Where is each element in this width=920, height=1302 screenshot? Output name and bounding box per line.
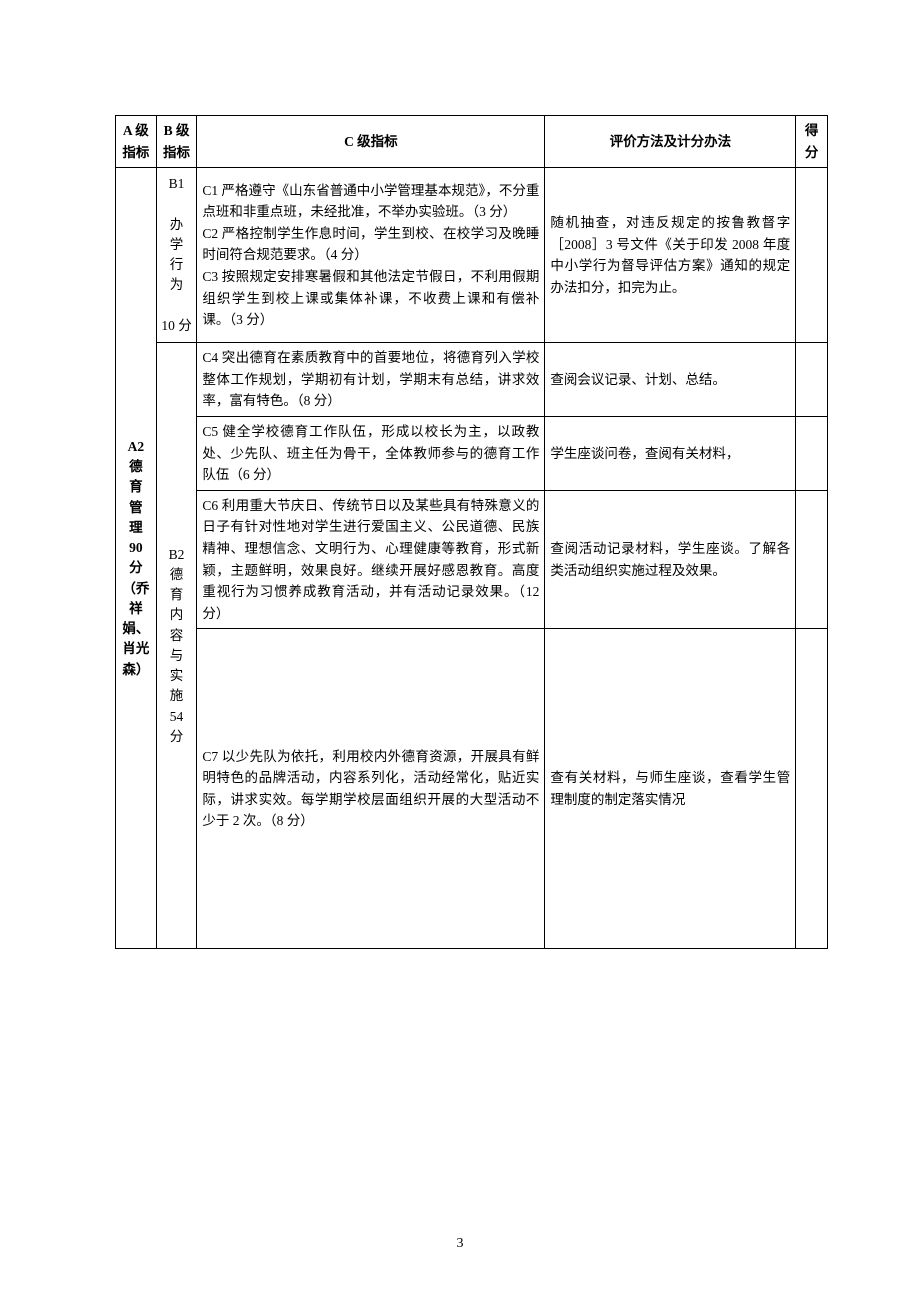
- header-e: 得分: [796, 116, 828, 168]
- d-cell: 学生座谈问卷，查阅有关材料，: [545, 416, 796, 490]
- c-cell: C1 严格遵守《山东省普通中小学管理基本规范》，不分重点班和非重点班，未经批准，…: [197, 168, 545, 343]
- table-header-row: A 级指标 B 级指标 C 级指标 评价方法及计分办法 得分: [116, 116, 828, 168]
- table-row: B2德育内容与实施54分 C4 突出德育在素质教育中的首要地位，将德育列入学校整…: [116, 343, 828, 417]
- score-cell: [796, 416, 828, 490]
- c-cell: C7 以少先队为依托，利用校内外德育资源，开展具有鲜明特色的品牌活动，内容系列化…: [197, 629, 545, 949]
- evaluation-table: A 级指标 B 级指标 C 级指标 评价方法及计分办法 得分 A2德育管理90分…: [115, 115, 828, 949]
- table-row: A2德育管理90分（乔祥娟、肖光森） B1 办学行为 10 分 C1 严格遵守《…: [116, 168, 828, 343]
- b1-cell: B1 办学行为 10 分: [156, 168, 197, 343]
- header-a: A 级指标: [116, 116, 157, 168]
- score-cell: [796, 629, 828, 949]
- header-c: C 级指标: [197, 116, 545, 168]
- c-cell: C6 利用重大节庆日、传统节日以及某些具有特殊意义的日子有针对性地对学生进行爱国…: [197, 490, 545, 629]
- page-number: 3: [0, 1236, 920, 1252]
- table-row: C7 以少先队为依托，利用校内外德育资源，开展具有鲜明特色的品牌活动，内容系列化…: [116, 629, 828, 949]
- header-d: 评价方法及计分办法: [545, 116, 796, 168]
- b2-cell: B2德育内容与实施54分: [156, 343, 197, 949]
- table-row: C5 健全学校德育工作队伍，形成以校长为主，以政教处、少先队、班主任为骨干，全体…: [116, 416, 828, 490]
- d-cell: 随机抽查，对违反规定的按鲁教督字［2008］3 号文件《关于印发 2008 年度…: [545, 168, 796, 343]
- d-cell: 查阅会议记录、计划、总结。: [545, 343, 796, 417]
- score-cell: [796, 168, 828, 343]
- c-cell: C5 健全学校德育工作队伍，形成以校长为主，以政教处、少先队、班主任为骨干，全体…: [197, 416, 545, 490]
- score-cell: [796, 343, 828, 417]
- a-level-cell: A2德育管理90分（乔祥娟、肖光森）: [116, 168, 157, 949]
- c-cell: C4 突出德育在素质教育中的首要地位，将德育列入学校整体工作规划，学期初有计划，…: [197, 343, 545, 417]
- d-cell: 查阅活动记录材料，学生座谈。了解各类活动组织实施过程及效果。: [545, 490, 796, 629]
- table-row: C6 利用重大节庆日、传统节日以及某些具有特殊意义的日子有针对性地对学生进行爱国…: [116, 490, 828, 629]
- d-cell: 查有关材料，与师生座谈，查看学生管理制度的制定落实情况: [545, 629, 796, 949]
- header-b: B 级指标: [156, 116, 197, 168]
- score-cell: [796, 490, 828, 629]
